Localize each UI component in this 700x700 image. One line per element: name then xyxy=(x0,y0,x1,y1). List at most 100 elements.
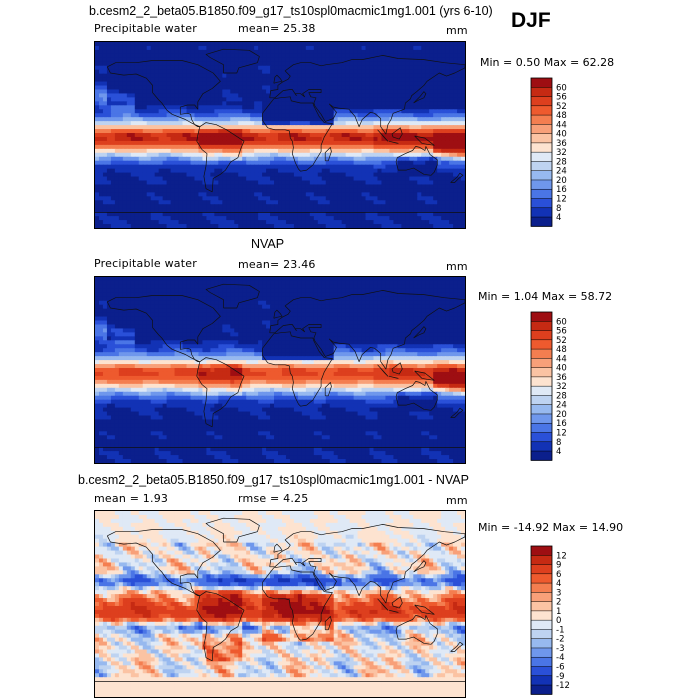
panel3-colorbar-swatch xyxy=(531,610,552,621)
panel3-map-coastlines xyxy=(95,517,465,682)
panel2-colorbar-level-label: 12 xyxy=(556,429,567,439)
panel3-map xyxy=(94,510,466,698)
panel2-colorbar-swatch xyxy=(531,451,552,461)
panel1-minmax: Min = 0.50 Max = 62.28 xyxy=(480,56,615,69)
panel3-colorbar-swatch xyxy=(531,573,552,584)
panel2-variable: Precipitable water xyxy=(94,257,197,270)
panel2-colorbar-level-label: 52 xyxy=(556,336,567,346)
panel1-mean: mean= 25.38 xyxy=(238,22,316,35)
panel3-title: b.cesm2_2_beta05.B1850.f09_g17_ts10spl0m… xyxy=(78,473,469,487)
panel2-colorbar-level-label: 24 xyxy=(556,401,567,411)
panel1-colorbar-swatch xyxy=(531,96,552,107)
panel2-units: mm xyxy=(446,260,468,273)
panel2-colorbar-level-label: 4 xyxy=(556,447,561,457)
panel2-colorbar-swatch xyxy=(531,330,552,341)
panel3-colorbar-level-label: 12 xyxy=(556,551,567,561)
panel3-colorbar-swatch xyxy=(531,601,552,612)
panel2-colorbar-level-label: 32 xyxy=(556,382,567,392)
panel2-map-field xyxy=(95,277,465,463)
panel2-title: NVAP xyxy=(251,237,285,251)
panel1-units: mm xyxy=(446,24,468,37)
season-label: DJF xyxy=(511,9,551,32)
panel3-map-field xyxy=(95,511,465,697)
panel1-colorbar-level-label: 20 xyxy=(556,176,567,186)
panel2-colorbar-swatch xyxy=(531,413,552,424)
panel1-colorbar-swatch xyxy=(531,124,552,135)
panel3-colorbar-swatch xyxy=(531,685,552,695)
panel2-colorbar-swatch xyxy=(531,339,552,350)
panel1-colorbar-swatch xyxy=(531,217,552,227)
panel3-colorbar-level-label: -12 xyxy=(556,681,570,691)
panel3-minmax: Min = -14.92 Max = 14.90 xyxy=(478,521,624,534)
panel2-minmax: Min = 1.04 Max = 58.72 xyxy=(478,290,613,303)
panel1-colorbar-level-label: 12 xyxy=(556,195,567,205)
panel3-colorbar-level-label: 9 xyxy=(556,561,561,571)
panel2-colorbar-swatch xyxy=(531,312,552,322)
panel2-mean: mean= 23.46 xyxy=(238,258,316,271)
panel1-colorbar-swatch xyxy=(531,142,552,153)
panel2-colorbar-swatch xyxy=(531,441,552,452)
panel3-colorbar-swatch xyxy=(531,666,552,677)
panel3-colorbar-level-label: 0 xyxy=(556,616,561,626)
panel1-colorbar-level-label: 8 xyxy=(556,204,561,214)
panel2-colorbar-level-label: 40 xyxy=(556,364,567,374)
panel3-colorbar-level-label: 3 xyxy=(556,588,561,598)
panel3-colorbar-swatch xyxy=(531,564,552,575)
panel2-colorbar-swatch xyxy=(531,376,552,387)
panel1-colorbar-level-label: 24 xyxy=(556,167,567,177)
panel1-colorbar-swatch xyxy=(531,105,552,116)
panel3-colorbar-level-label: 2 xyxy=(556,598,561,608)
panel3-colorbar-level-label: -4 xyxy=(556,653,564,663)
case-title: b.cesm2_2_beta05.B1850.f09_g17_ts10spl0m… xyxy=(89,4,493,18)
panel3-colorbar-swatch xyxy=(531,657,552,667)
panel2-map xyxy=(94,276,466,464)
panel1-colorbar-swatch xyxy=(531,78,552,88)
panel1-map-coastlines xyxy=(95,48,465,213)
panel3-colorbar-swatch xyxy=(531,620,552,630)
panel3-rmse: rmse = 4.25 xyxy=(238,492,309,505)
panel1-variable: Precipitable water xyxy=(94,22,197,35)
panel3-colorbar-level-label: 6 xyxy=(556,570,561,580)
panel2-colorbar-swatch xyxy=(531,358,552,369)
panel1-colorbar-level-label: 16 xyxy=(556,185,567,195)
panel3-colorbar-level-label: -3 xyxy=(556,644,564,654)
panel1-colorbar-level-label: 60 xyxy=(556,83,567,93)
panel3-colorbar-swatch xyxy=(531,555,552,565)
panel2-colorbar-swatch xyxy=(531,386,552,396)
panel1-colorbar-level-label: 36 xyxy=(556,139,567,149)
panel2-colorbar-level-label: 48 xyxy=(556,345,567,355)
panel1-colorbar-swatch xyxy=(531,170,552,181)
panel2-colorbar-level-label: 36 xyxy=(556,373,567,383)
panel1-colorbar-level-label: 48 xyxy=(556,111,567,121)
panel2-colorbar-swatch xyxy=(531,423,552,433)
panel3-colorbar-swatch xyxy=(531,592,552,603)
panel3-colorbar-level-label: -6 xyxy=(556,663,564,673)
panel2-colorbar-swatch xyxy=(531,404,552,415)
panel1-colorbar-level-label: 56 xyxy=(556,93,567,103)
panel1-colorbar-level-label: 40 xyxy=(556,130,567,140)
panel1-colorbar-swatch xyxy=(531,161,552,172)
panel3-colorbar-level-label: -2 xyxy=(556,635,564,645)
panel2-colorbar-level-label: 20 xyxy=(556,410,567,420)
panel3-colorbar-swatch xyxy=(531,647,552,658)
panel3-colorbar-swatch xyxy=(531,675,552,686)
panel3-colorbar-level-label: 4 xyxy=(556,579,561,589)
panel2-colorbar-level-label: 44 xyxy=(556,354,567,364)
panel1-colorbar-level-label: 4 xyxy=(556,213,561,223)
panel2-colorbar-level-label: 8 xyxy=(556,438,561,448)
panel2-colorbar: 60 56 52 48 44 40 36 32 28 24 20 16 12 8 4 xyxy=(530,311,591,462)
panel1-colorbar-level-label: 28 xyxy=(556,157,567,167)
panel3-colorbar: 12 9 6 4 3 2 1 0 -1 -2 -3 -4 -6 -9 -12 xyxy=(530,545,591,696)
panel2-colorbar-level-label: 16 xyxy=(556,419,567,429)
panel1-colorbar-swatch xyxy=(531,189,552,199)
panel1-colorbar: 60 56 52 48 44 40 36 32 28 24 20 16 12 8 4 xyxy=(530,77,591,228)
panel2-colorbar-level-label: 56 xyxy=(556,327,567,337)
panel3-colorbar-level-label: 1 xyxy=(556,607,561,617)
panel3-units: mm xyxy=(446,494,468,507)
panel2-colorbar-level-label: 60 xyxy=(556,317,567,327)
panel2-colorbar-swatch xyxy=(531,395,552,406)
panel3-colorbar-swatch xyxy=(531,583,552,593)
panel2-colorbar-swatch xyxy=(531,349,552,359)
panel2-colorbar-swatch xyxy=(531,321,552,331)
panel2-map-coastlines xyxy=(95,283,465,448)
